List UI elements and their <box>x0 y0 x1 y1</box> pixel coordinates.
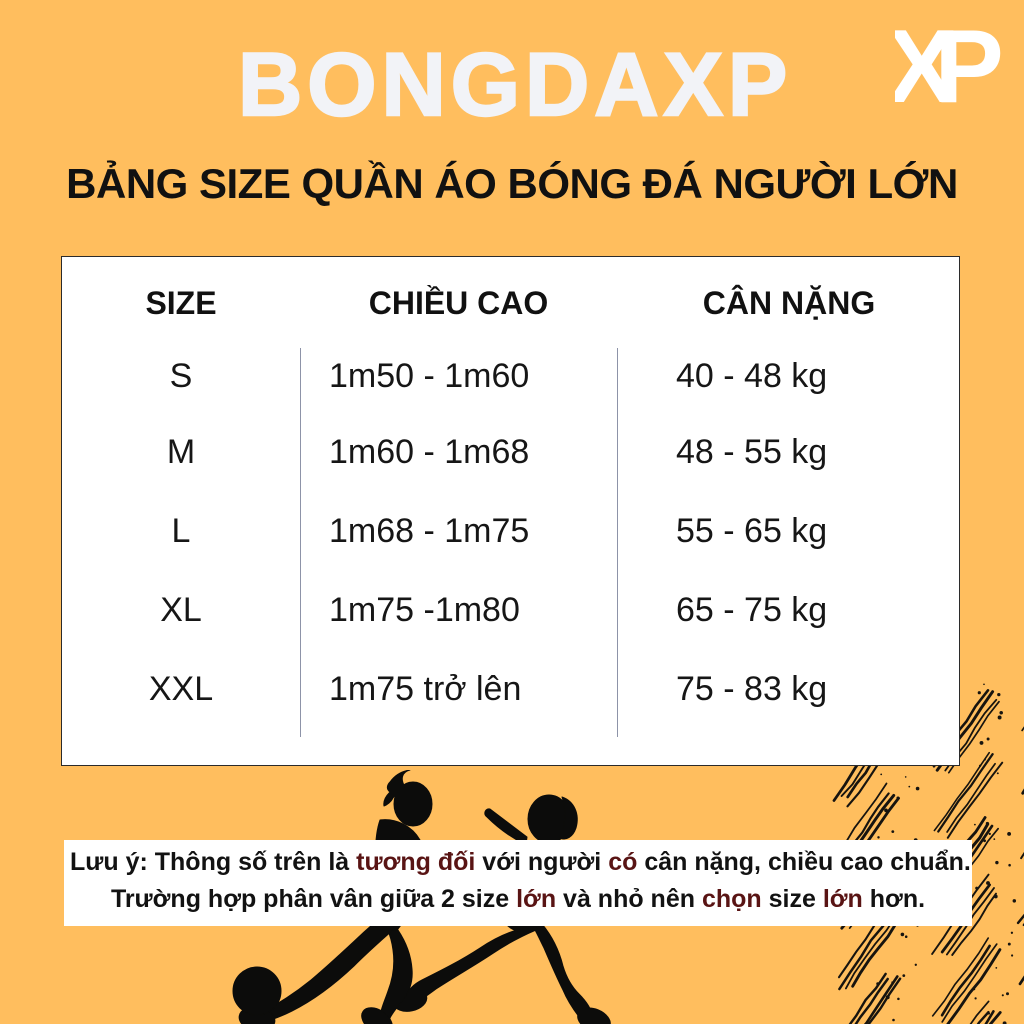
svg-text:XP: XP <box>895 10 1000 120</box>
